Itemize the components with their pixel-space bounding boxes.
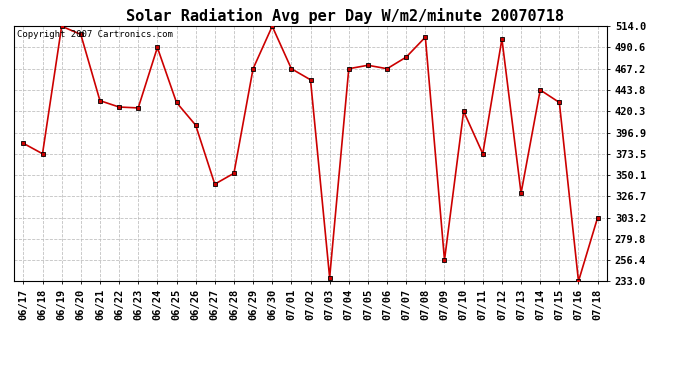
Text: Copyright 2007 Cartronics.com: Copyright 2007 Cartronics.com (17, 30, 172, 39)
Text: Solar Radiation Avg per Day W/m2/minute 20070718: Solar Radiation Avg per Day W/m2/minute … (126, 8, 564, 24)
